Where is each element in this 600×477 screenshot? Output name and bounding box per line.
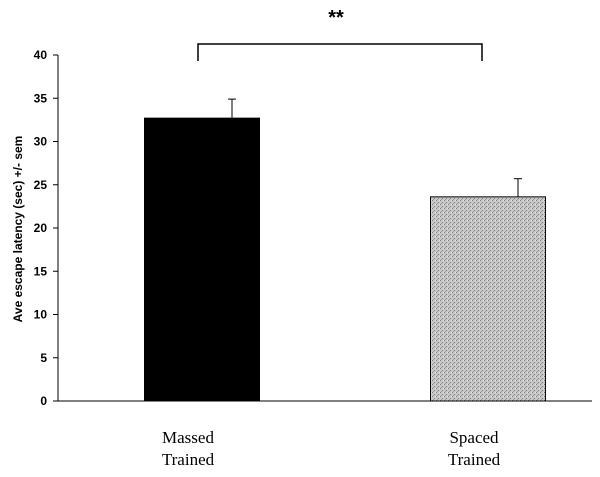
- bar-spaced-trained: [430, 196, 546, 402]
- y-axis-label: Ave escape latency (sec) +/- sem: [11, 136, 25, 323]
- y-tick-label-25: 25: [34, 178, 48, 192]
- y-tick-label-40: 40: [34, 48, 48, 62]
- significance-line: [197, 43, 483, 61]
- y-tick-label-35: 35: [34, 91, 48, 105]
- category-label-0-line-1: Trained: [162, 450, 215, 469]
- y-tick-label-10: 10: [34, 308, 48, 322]
- y-tick-label-30: 30: [34, 135, 48, 149]
- y-tick-label-15: 15: [34, 264, 48, 278]
- category-label-0-line-0: Massed: [162, 428, 214, 447]
- y-tick-label-0: 0: [40, 394, 47, 408]
- significance-label: **: [328, 7, 344, 29]
- bar-massed-trained: [144, 117, 260, 402]
- significance-bracket: **: [197, 7, 483, 61]
- category-label-1-line-1: Trained: [448, 450, 501, 469]
- y-tick-label-5: 5: [40, 351, 47, 365]
- error-bars: [228, 98, 522, 197]
- y-tick-label-20: 20: [34, 221, 48, 235]
- bars: [144, 117, 546, 402]
- category-label-1-line-0: Spaced: [449, 428, 499, 447]
- category-labels: Massed Trained Spaced Trained: [162, 428, 501, 469]
- y-ticks: 0 5 10 15 20 25 30 35 40: [34, 48, 58, 408]
